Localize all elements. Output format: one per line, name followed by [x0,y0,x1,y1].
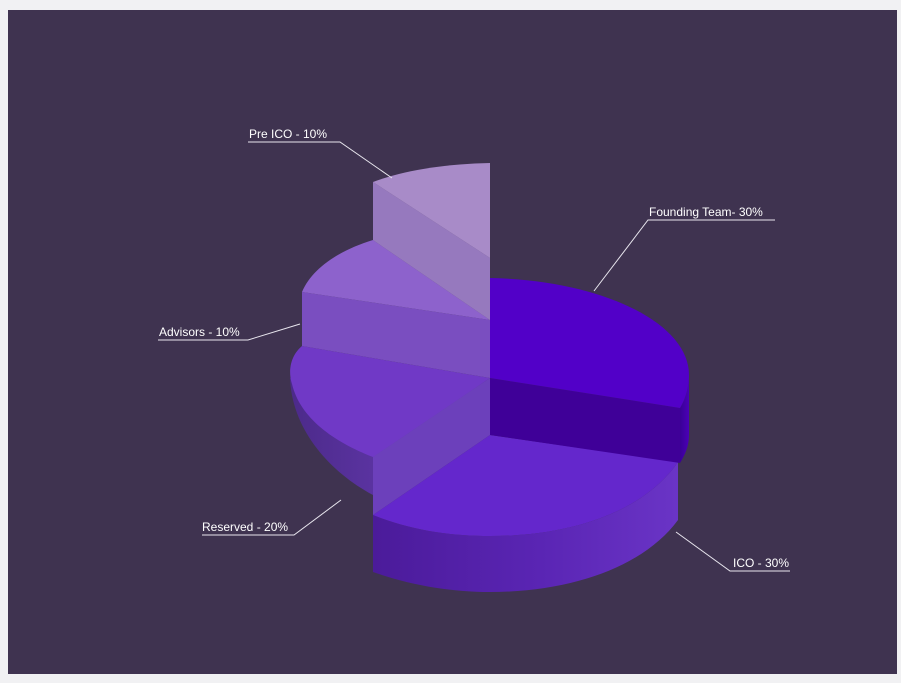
leader-founding-team [593,219,775,292]
slice-ico[interactable] [373,378,678,592]
slice-advisors[interactable] [302,240,490,378]
label-advisors: Advisors - 10% [159,325,240,339]
leader-pre-ico [248,141,393,179]
label-founding-team: Founding Team- 30% [649,205,763,219]
label-ico: ICO - 30% [733,556,789,570]
label-pre-ico: Pre ICO - 10% [249,127,327,141]
leader-lines [158,141,790,572]
leader-ico [675,531,790,572]
leader-advisors [158,323,301,341]
label-reserved: Reserved - 20% [202,520,288,534]
slice-founding-team[interactable] [490,278,689,463]
slice-pre-ico[interactable] [373,163,490,320]
leader-reserved [202,499,342,536]
